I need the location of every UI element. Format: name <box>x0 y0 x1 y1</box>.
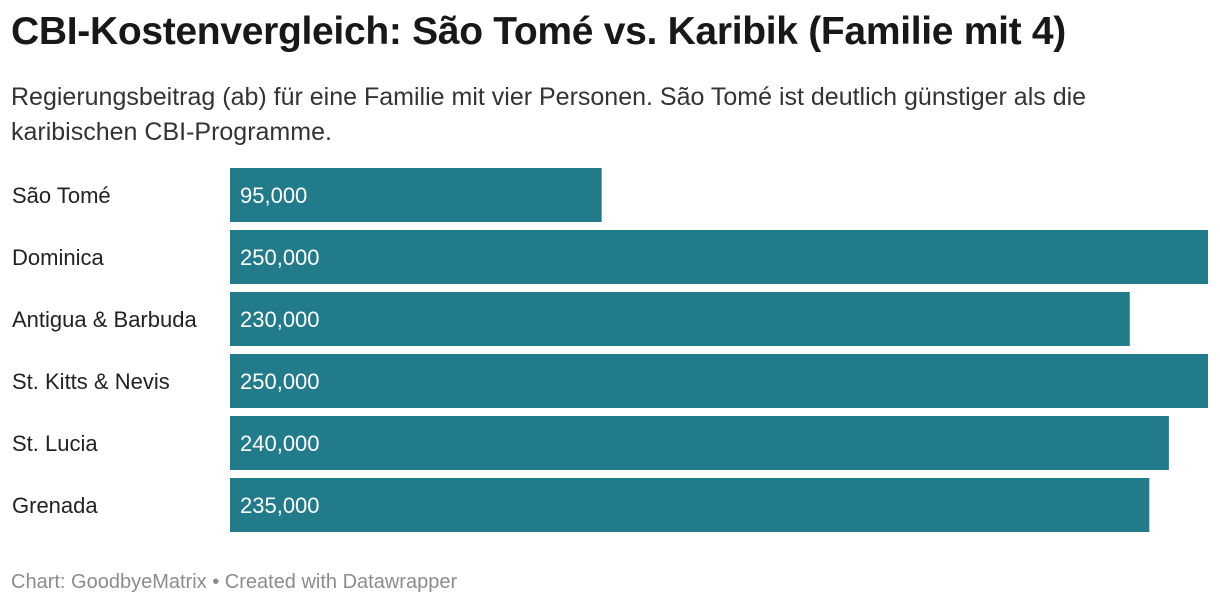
bar-antigua-barbuda <box>230 292 1130 346</box>
chart-footer: Chart: GoodbyeMatrix • Created with Data… <box>11 571 457 594</box>
category-label-grenada: Grenada <box>12 493 98 518</box>
bar-st-lucia <box>230 416 1169 470</box>
value-label-st-lucia: 240,000 <box>240 431 320 456</box>
bar-s-o-tom <box>230 168 602 222</box>
category-label-antigua-barbuda: Antigua & Barbuda <box>12 307 197 332</box>
footer-source: Chart: GoodbyeMatrix <box>11 571 207 593</box>
bar-grenada <box>230 478 1150 532</box>
value-label-antigua-barbuda: 230,000 <box>240 307 320 332</box>
footer-separator: • <box>212 571 220 593</box>
value-label-st-kitts-nevis: 250,000 <box>240 369 320 394</box>
footer-credit: Created with Datawrapper <box>224 571 458 593</box>
category-label-st-lucia: St. Lucia <box>12 431 98 456</box>
bar-dominica <box>230 230 1208 284</box>
category-label-s-o-tom: São Tomé <box>12 183 111 208</box>
value-label-dominica: 250,000 <box>240 245 320 270</box>
category-label-dominica: Dominica <box>12 245 104 270</box>
value-label-grenada: 235,000 <box>240 493 320 518</box>
chart-title: CBI-Kostenvergleich: São Tomé vs. Karibi… <box>11 10 1066 53</box>
bar-chart: São Tomé 95,000 Dominica 250,000 Antigua & B… <box>12 168 1208 532</box>
bar-st-kitts-nevis <box>230 354 1208 408</box>
category-label-st-kitts-nevis: St. Kitts & Nevis <box>12 369 170 394</box>
value-label-s-o-tom: 95,000 <box>240 183 307 208</box>
chart-subtitle: Regierungsbeitrag (ab) für eine Familie … <box>11 83 1087 146</box>
